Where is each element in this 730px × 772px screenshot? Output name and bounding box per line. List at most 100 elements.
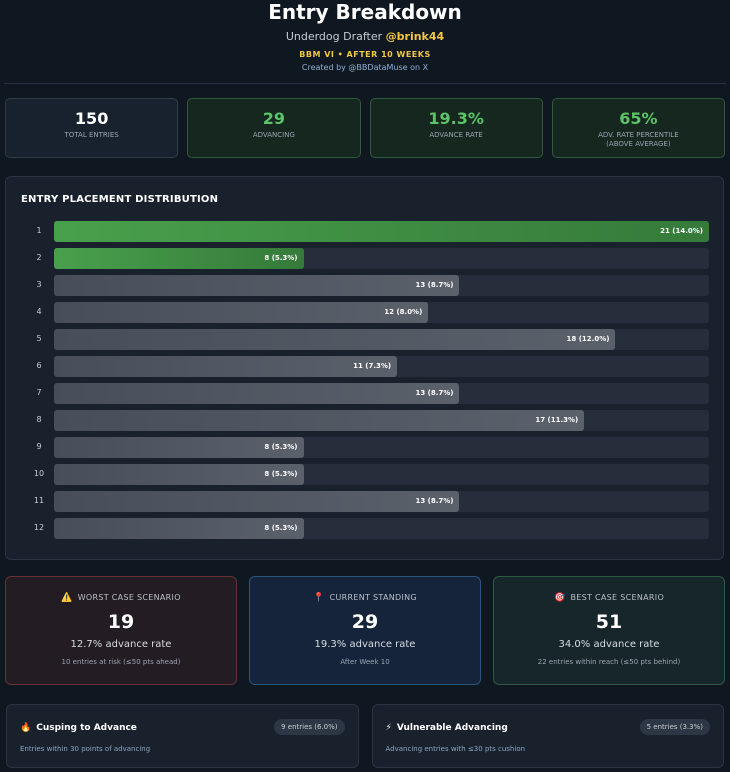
distribution-row: 9 8 (5.3%): [6, 437, 723, 458]
stat-value: 150: [74, 109, 109, 128]
current-standing-heading: 📍 CURRENT STANDING: [250, 593, 480, 603]
placement-bar: 12 (8.0%): [54, 302, 429, 323]
stat-advancing: 29 ADVANCING: [187, 98, 361, 158]
vulnerable-title: Vulnerable Advancing: [396, 723, 508, 733]
bar-track: 8 (5.3%): [54, 437, 709, 458]
current-standing-title: CURRENT STANDING: [329, 593, 417, 602]
bar-value-label: 8 (5.3%): [264, 254, 298, 262]
bar-track: 8 (5.3%): [54, 248, 709, 269]
best-case-card: 🎯 BEST CASE SCENARIO 51 34.0% advance rat…: [493, 576, 725, 685]
placement-bar: 17 (11.3%): [54, 410, 585, 431]
best-case-value: 51: [595, 611, 623, 633]
fire-icon: 🔥: [20, 723, 32, 733]
stat-value: 65%: [619, 109, 658, 128]
cusping-card: 🔥 Cusping to Advance 9 entries (6.0%) Ent…: [6, 704, 359, 768]
placement-bar: 18 (12.0%): [54, 329, 616, 350]
worst-case-heading: ⚠️ WORST CASE SCENARIO: [6, 593, 236, 603]
stats-row: 150 TOTAL ENTRIES 29 ADVANCING 19.3% ADV…: [5, 98, 725, 158]
worst-case-value: 19: [107, 611, 135, 633]
vulnerable-card: ⚡ Vulnerable Advancing 5 entries (3.3%) A…: [371, 704, 724, 768]
bar-value-label: 12 (8.0%): [384, 308, 423, 316]
vulnerable-heading: ⚡ Vulnerable Advancing: [386, 723, 508, 733]
distribution-row: 12 8 (5.3%): [6, 518, 723, 539]
stat-label: ADVANCING: [252, 131, 295, 139]
bar-track: 13 (8.7%): [54, 275, 709, 296]
drafter-prefix: Underdog Drafter: [285, 30, 383, 43]
bar-track: 11 (7.3%): [54, 356, 709, 377]
placement-rank-label: 5: [36, 334, 42, 343]
stat-adv-rate-percentile: 65% ADV. RATE PERCENTILE (ABOVE AVERAGE): [551, 98, 725, 158]
bar-track: 12 (8.0%): [54, 302, 709, 323]
current-standing-rate: 19.3% advance rate: [314, 639, 416, 650]
warning-icon: ⚠️: [61, 593, 73, 603]
best-case-note: 22 entries within reach (≤50 pts behind): [537, 658, 681, 666]
distribution-row: 6 11 (7.3%): [6, 356, 723, 377]
distribution-row: 5 18 (12.0%): [6, 329, 723, 350]
best-case-rate: 34.0% advance rate: [558, 639, 660, 650]
bar-value-label: 18 (12.0%): [566, 335, 610, 343]
vulnerable-description: Advancing entries with ≤30 pts cushion: [385, 745, 526, 753]
distribution-title: ENTRY PLACEMENT DISTRIBUTION: [21, 194, 219, 205]
distribution-row: 2 8 (5.3%): [6, 248, 723, 269]
worst-case-card: ⚠️ WORST CASE SCENARIO 19 12.7% advance r…: [5, 576, 237, 685]
distribution-row: 10 8 (5.3%): [6, 464, 723, 485]
placement-rank-label: 4: [36, 307, 42, 316]
bar-track: 8 (5.3%): [54, 464, 709, 485]
page-header: Entry Breakdown Underdog Drafter @brink4…: [4, 0, 726, 84]
worst-case-note: 10 entries at risk (≤50 pts ahead): [61, 658, 181, 666]
stat-label: ADV. RATE PERCENTILE (ABOVE AVERAGE): [553, 131, 724, 149]
bar-value-label: 13 (8.7%): [415, 389, 454, 397]
vulnerable-count-badge: 5 entries (3.3%): [639, 719, 710, 735]
best-case-heading: 🎯 BEST CASE SCENARIO: [494, 593, 724, 603]
stat-label-line2: (ABOVE AVERAGE): [606, 140, 671, 148]
placement-bar: 13 (8.7%): [54, 275, 460, 296]
placement-bar: 11 (7.3%): [54, 356, 398, 377]
bar-value-label: 13 (8.7%): [415, 281, 454, 289]
bar-value-label: 17 (11.3%): [535, 416, 579, 424]
placement-bar: 21 (14.0%): [54, 221, 709, 242]
stat-label: ADVANCE RATE: [429, 131, 483, 139]
stat-value: 29: [262, 109, 285, 128]
scenarios-row: ⚠️ WORST CASE SCENARIO 19 12.7% advance r…: [5, 576, 725, 685]
bar-track: 21 (14.0%): [54, 221, 709, 242]
bar-value-label: 8 (5.3%): [264, 470, 298, 478]
placement-rank-label: 3: [36, 280, 42, 289]
placement-distribution-panel: ENTRY PLACEMENT DISTRIBUTION 1 21 (14.0%)…: [5, 176, 724, 560]
drafter-handle[interactable]: @brink44: [385, 30, 445, 43]
stat-total-entries: 150 TOTAL ENTRIES: [5, 98, 179, 158]
current-standing-note: After Week 10: [340, 658, 390, 666]
placement-bar: 13 (8.7%): [54, 491, 460, 512]
page-title: Entry Breakdown: [268, 0, 462, 24]
placement-rank-label: 11: [33, 496, 45, 505]
bar-value-label: 8 (5.3%): [264, 524, 298, 532]
placement-rank-label: 1: [36, 226, 42, 235]
stat-label-line1: ADV. RATE PERCENTILE: [598, 131, 679, 139]
distribution-row: 7 13 (8.7%): [6, 383, 723, 404]
stat-label: TOTAL ENTRIES: [64, 131, 119, 139]
placement-bar: 8 (5.3%): [54, 518, 304, 539]
credit-line: Created by @BBDataMuse on X: [301, 63, 429, 72]
target-icon: 🎯: [553, 593, 566, 603]
bar-track: 13 (8.7%): [54, 491, 709, 512]
cusping-count-badge: 9 entries (6.0%): [274, 719, 345, 735]
bar-track: 17 (11.3%): [54, 410, 709, 431]
distribution-row: 11 13 (8.7%): [6, 491, 723, 512]
lightning-icon: ⚡: [385, 723, 392, 733]
cusping-description: Entries within 30 points of advancing: [20, 745, 151, 753]
distribution-row: 3 13 (8.7%): [6, 275, 723, 296]
worst-case-title: WORST CASE SCENARIO: [77, 593, 181, 602]
current-standing-value: 29: [351, 611, 379, 633]
bar-track: 8 (5.3%): [54, 518, 709, 539]
placement-rank-label: 7: [36, 388, 42, 397]
bar-value-label: 8 (5.3%): [264, 443, 298, 451]
distribution-row: 4 12 (8.0%): [6, 302, 723, 323]
placement-bar: 13 (8.7%): [54, 383, 460, 404]
current-standing-card: 📍 CURRENT STANDING 29 19.3% advance rate …: [249, 576, 481, 685]
bar-value-label: 21 (14.0%): [660, 227, 703, 235]
pin-icon: 📍: [313, 593, 325, 603]
placement-rank-label: 9: [36, 442, 42, 451]
event-label: BBM VI • AFTER 10 WEEKS: [299, 50, 431, 59]
bar-track: 13 (8.7%): [54, 383, 709, 404]
placement-rank-label: 6: [36, 361, 42, 370]
bar-value-label: 13 (8.7%): [415, 497, 454, 505]
